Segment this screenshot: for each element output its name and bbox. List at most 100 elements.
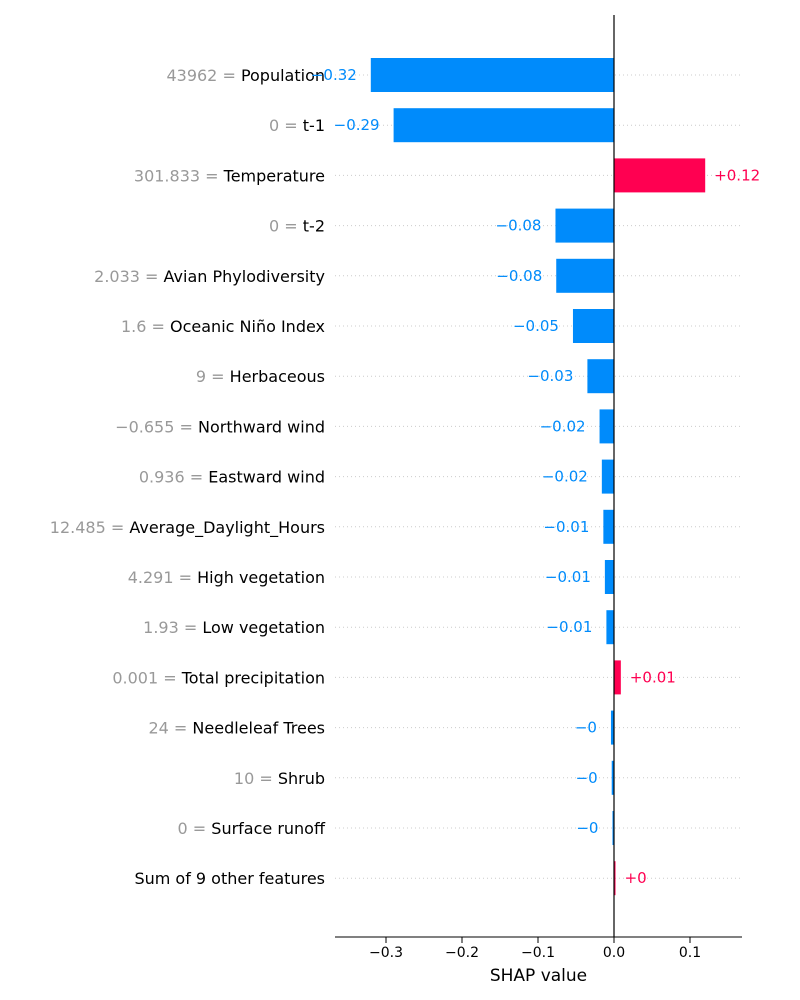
- feature-label: 9 = Herbaceous: [196, 367, 325, 386]
- feature-name: Temperature: [223, 166, 325, 185]
- bar-value-label: −0.32: [311, 66, 357, 84]
- feature-value: 1.6: [121, 317, 146, 336]
- bar: [370, 58, 614, 92]
- bars: [370, 58, 706, 896]
- equals-sign: =: [179, 618, 203, 637]
- bar-value-label: −0.01: [543, 518, 589, 536]
- feature-value: 0: [269, 217, 279, 236]
- feature-label: 0.936 = Eastward wind: [139, 468, 325, 487]
- feature-value: 10: [234, 769, 254, 788]
- feature-name: Eastward wind: [208, 468, 325, 487]
- feature-label: Sum of 9 other features: [134, 869, 325, 888]
- bar: [393, 108, 614, 143]
- feature-label: 10 = Shrub: [234, 769, 325, 788]
- equals-sign: =: [174, 568, 198, 587]
- bar-value-label: −0: [575, 719, 597, 737]
- feature-name: t-1: [303, 116, 325, 135]
- equals-sign: =: [185, 468, 209, 487]
- feature-value: 0.936: [139, 468, 185, 487]
- feature-value: 2.033: [94, 267, 140, 286]
- feature-label: 0 = t-2: [269, 217, 325, 236]
- feature-value: 24: [148, 719, 168, 738]
- feature-label: 0 = t-1: [269, 116, 325, 135]
- feature-value: 0: [269, 116, 279, 135]
- equals-sign: =: [146, 317, 170, 336]
- equals-sign: =: [206, 367, 230, 386]
- feature-label: 24 = Needleleaf Trees: [148, 719, 325, 738]
- bar: [556, 258, 614, 293]
- feature-label: 1.6 = Oceanic Niño Index: [121, 317, 325, 336]
- feature-value: 1.93: [143, 618, 179, 637]
- bar-value-label: +0.12: [714, 166, 760, 184]
- bar: [614, 660, 621, 695]
- x-tick-label: 0.0: [603, 945, 625, 961]
- bar-value-label: −0.29: [334, 116, 380, 134]
- feature-name: Shrub: [278, 769, 325, 788]
- bar-value-label: −0.02: [542, 468, 588, 486]
- feature-value: 301.833: [134, 166, 200, 185]
- feature-labels: 43962 = Population 0 = t-1 301.833 = Tempe…: [50, 66, 326, 888]
- bar: [611, 760, 614, 795]
- bar-value-label: −0.01: [545, 568, 591, 586]
- x-tick-label: 0.1: [679, 945, 701, 961]
- equals-sign: =: [217, 66, 241, 85]
- bar: [587, 359, 614, 394]
- feature-value: 0: [178, 819, 188, 838]
- feature-name: Population: [241, 66, 325, 85]
- feature-name: Northward wind: [198, 417, 325, 436]
- equals-sign: =: [158, 668, 182, 687]
- equals-sign: =: [106, 518, 130, 537]
- x-axis-label: SHAP value: [490, 966, 587, 986]
- feature-name: Sum of 9 other features: [134, 869, 325, 888]
- equals-sign: =: [279, 217, 303, 236]
- feature-name: Oceanic Niño Index: [170, 317, 325, 336]
- bar-value-label: −0: [576, 769, 598, 787]
- equals-sign: =: [188, 819, 212, 838]
- feature-label: 301.833 = Temperature: [134, 166, 325, 185]
- bar: [601, 459, 614, 494]
- feature-value: 9: [196, 367, 206, 386]
- bar-value-label: +0: [625, 869, 647, 887]
- bar: [604, 560, 614, 594]
- bar: [555, 208, 614, 243]
- x-tick-label: −0.2: [445, 945, 479, 961]
- feature-name: Needleleaf Trees: [192, 719, 325, 738]
- feature-name: Surface runoff: [211, 819, 326, 838]
- feature-value: 12.485: [50, 518, 106, 537]
- bar-value-label: −0.05: [513, 317, 559, 335]
- feature-label: 4.291 = High vegetation: [128, 568, 325, 587]
- bar-value-label: −0.03: [527, 367, 573, 385]
- feature-name: Total precipitation: [181, 668, 325, 687]
- equals-sign: =: [200, 166, 224, 185]
- bar: [606, 610, 614, 645]
- x-axis: −0.3 −0.2 −0.1 0.0 0.1: [335, 936, 742, 961]
- x-tick-label: −0.1: [521, 945, 555, 961]
- equals-sign: =: [140, 267, 164, 286]
- bar-value-label: −0.08: [496, 267, 542, 285]
- feature-label: 43962 = Population: [166, 66, 325, 85]
- feature-name: Avian Phylodiversity: [164, 267, 325, 286]
- bar-value-label: −0.08: [496, 217, 542, 235]
- feature-label: 1.93 = Low vegetation: [143, 618, 325, 637]
- feature-value: 43962: [166, 66, 217, 85]
- feature-label: 2.033 = Avian Phylodiversity: [94, 267, 325, 286]
- feature-value: 0.001: [112, 668, 158, 687]
- bar-value-label: −0.02: [540, 417, 586, 435]
- feature-label: 0 = Surface runoff: [178, 819, 326, 838]
- feature-name: Herbaceous: [230, 367, 325, 386]
- feature-label: 12.485 = Average_Daylight_Hours: [50, 518, 325, 538]
- equals-sign: =: [279, 116, 303, 135]
- feature-value: 4.291: [128, 568, 174, 587]
- bar: [614, 158, 706, 193]
- bar-value-label: +0.01: [630, 668, 676, 686]
- x-tick-label: −0.3: [369, 945, 403, 961]
- bar: [603, 509, 614, 544]
- feature-name: t-2: [303, 217, 325, 236]
- feature-name: Low vegetation: [202, 618, 325, 637]
- bar: [572, 309, 614, 343]
- bar: [610, 710, 614, 745]
- equals-sign: =: [254, 769, 278, 788]
- equals-sign: =: [174, 417, 198, 436]
- bar-value-label: −0: [576, 819, 598, 837]
